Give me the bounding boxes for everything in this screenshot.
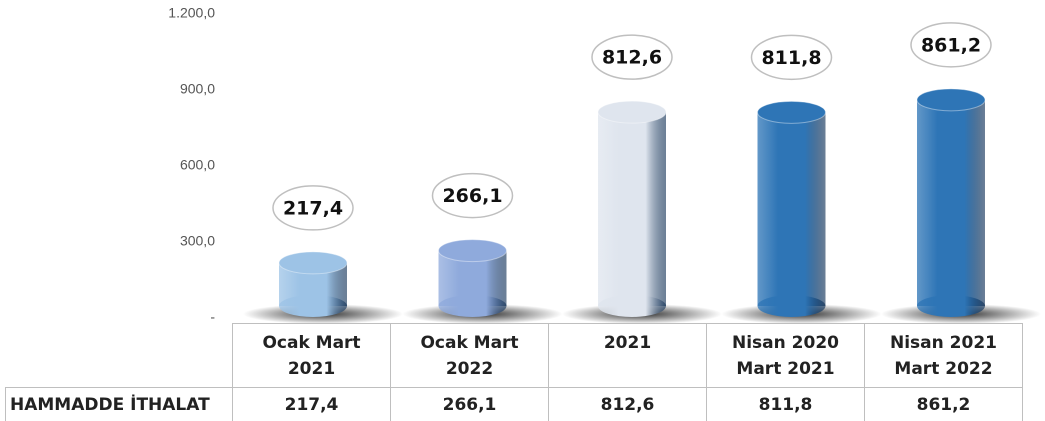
bar-top xyxy=(916,88,986,112)
y-tick-label: - xyxy=(210,309,215,325)
table-value-text: 812,6 xyxy=(600,395,655,415)
y-tick-label: 900,0 xyxy=(180,81,215,97)
header-row: Ocak Mart 2021 Ocak Mart 2022 2021 Nisan 20… xyxy=(5,323,1023,388)
bar xyxy=(757,112,826,307)
data-label: 861,2 xyxy=(921,34,981,56)
data-label: 812,6 xyxy=(602,47,662,69)
table-value: 812,6 xyxy=(548,387,707,421)
label-bubble xyxy=(431,172,514,219)
table-value-text: 217,4 xyxy=(284,395,339,415)
data-label: 266,1 xyxy=(442,185,502,207)
bar xyxy=(917,99,985,306)
bar xyxy=(598,112,666,307)
label-bubble xyxy=(591,34,673,80)
category-label: Ocak Mart 2022 xyxy=(390,323,549,388)
data-label: 811,8 xyxy=(761,47,821,69)
blank-cell xyxy=(5,323,233,388)
value-row: HAMMADDE İTHALAT 217,4 266,1 812,6 811,8 861,… xyxy=(5,387,1023,421)
label-bubble xyxy=(750,34,833,81)
category-label: Nisan 2021 Mart 2022 xyxy=(864,323,1023,388)
data-table: Ocak Mart 2021 Ocak Mart 2022 2021 Nisan 20… xyxy=(5,323,1023,421)
table-value: 811,8 xyxy=(706,387,865,421)
bar-top xyxy=(438,239,507,263)
series-name: HAMMADDE İTHALAT xyxy=(5,387,233,421)
table-value-text: 811,8 xyxy=(758,395,813,415)
y-tick-label: 300,0 xyxy=(180,233,215,249)
data-label: 217,4 xyxy=(283,197,343,219)
category-label-text: Ocak Mart 2022 xyxy=(420,333,519,379)
bar-top xyxy=(597,100,667,124)
bar-top xyxy=(278,251,348,275)
category-label-text: Ocak Mart 2021 xyxy=(262,333,361,379)
category-label-text: Nisan 2020 Mart 2021 xyxy=(732,333,839,379)
category-label-text: Nisan 2021 Mart 2022 xyxy=(890,333,997,379)
label-bubble xyxy=(910,22,992,68)
table-value: 861,2 xyxy=(864,387,1023,421)
table-value: 266,1 xyxy=(390,387,549,421)
table-value-text: 861,2 xyxy=(916,395,971,415)
category-label: Nisan 2020 Mart 2021 xyxy=(706,323,865,388)
y-tick-label: 1.200,0 xyxy=(168,5,215,21)
y-tick-label: 600,0 xyxy=(180,157,215,173)
category-label: Ocak Mart 2021 xyxy=(232,323,391,388)
table-value-text: 266,1 xyxy=(442,395,497,415)
category-label-text: 2021 xyxy=(603,333,652,353)
bar-top xyxy=(757,100,826,124)
category-label: 2021 xyxy=(548,323,707,388)
table-value: 217,4 xyxy=(232,387,391,421)
label-bubble xyxy=(272,185,354,231)
